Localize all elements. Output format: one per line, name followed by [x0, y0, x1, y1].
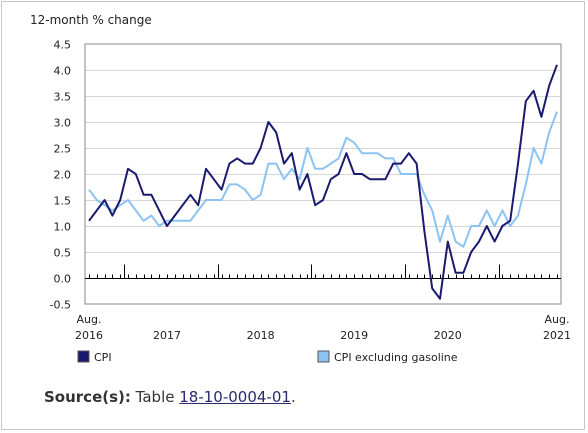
y-tick-label: 3.5 [54, 91, 72, 104]
series-line-cpi-excluding-gasoline [88, 111, 558, 248]
source-suffix: . [290, 388, 296, 406]
legend-item-cpi[interactable]: CPI [77, 350, 112, 364]
legend-label-cpi-excluding-gasoline: CPI excluding gasoline [334, 351, 458, 364]
x-tick-label: 2020 [434, 329, 462, 342]
y-tick-label: 4.5 [54, 39, 72, 52]
y-axis-title: 12-month % change [30, 13, 152, 27]
x-tick-label: 2021 [543, 329, 571, 342]
y-tick-label: 4.0 [54, 65, 72, 78]
line-chart: 12-month % change 4.5 4.0 3.5 3.0 2.5 2.0 1.5 1… [30, 13, 571, 364]
x-tick-labels: Aug. 2016 2017 2018 2019 2020 Aug. 2021 [75, 313, 571, 342]
x-tick-label: Aug. [77, 313, 102, 326]
legend-swatch-cpi-excluding-gasoline [317, 350, 330, 363]
legend-item-cpi-excluding-gasoline[interactable]: CPI excluding gasoline [317, 350, 458, 364]
x-tick-label: 2016 [75, 329, 103, 342]
legend-swatch-cpi [77, 350, 90, 363]
y-tick-label: 0.0 [54, 273, 72, 286]
x-tick-label: 2019 [340, 329, 368, 342]
y-tick-label: 3.0 [54, 117, 72, 130]
x-tick-label: Aug. [545, 313, 570, 326]
y-tick-label: 2.0 [54, 169, 72, 182]
y-tick-label: -0.5 [50, 299, 71, 312]
y-tick-label: 0.5 [54, 247, 72, 260]
series-line-cpi [88, 64, 558, 300]
y-tick-label: 1.0 [54, 221, 72, 234]
gridlines [85, 70, 561, 253]
x-tick-label: 2017 [153, 329, 181, 342]
legend-label-cpi: CPI [94, 351, 112, 364]
x-tick-label: 2018 [247, 329, 275, 342]
y-tick-labels: 4.5 4.0 3.5 3.0 2.5 2.0 1.5 1.0 0.5 0.0 -0.5 [50, 39, 71, 312]
source-prefix: Table [135, 388, 175, 406]
source-table-link[interactable]: 18-10-0004-01 [179, 388, 291, 406]
plot-area-border [84, 43, 562, 305]
y-tick-label: 1.5 [54, 195, 72, 208]
y-tick-label: 2.5 [54, 143, 72, 156]
legend: CPI CPI excluding gasoline [77, 350, 458, 364]
series [88, 64, 558, 300]
axes [84, 43, 562, 305]
source-label: Source(s): [44, 388, 131, 406]
source-note: Source(s): Table 18-10-0004-01. [44, 388, 296, 406]
